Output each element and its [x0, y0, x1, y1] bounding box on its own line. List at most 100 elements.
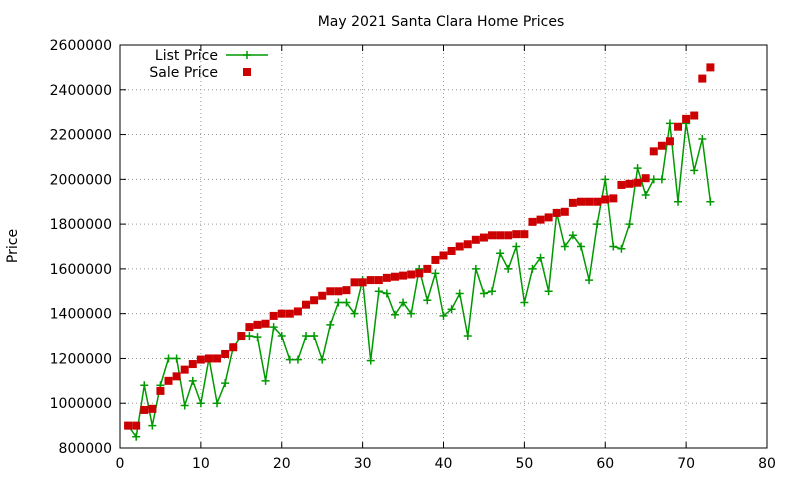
list-price-point: [568, 231, 577, 240]
sale-price-point: [407, 270, 416, 279]
sale-price-point: [140, 405, 149, 414]
sale-price-point: [318, 291, 327, 300]
sale-price-point: [536, 215, 545, 224]
sale-price-point: [512, 230, 521, 239]
list-price-point: [544, 287, 553, 296]
list-price-point: [706, 197, 715, 206]
sale-price-point: [326, 287, 335, 296]
y-tick-label: 800000: [59, 441, 112, 457]
list-price-point: [390, 310, 399, 319]
y-tick-label: 2600000: [50, 38, 112, 54]
list-price-point: [488, 287, 497, 296]
legend-plus-swatch: [243, 51, 251, 59]
list-price-point: [423, 296, 432, 305]
sale-price-point: [609, 194, 618, 203]
list-price-point: [261, 376, 270, 385]
sale-price-point: [447, 246, 456, 255]
y-axis-label: Price: [5, 229, 21, 263]
sale-price-point: [358, 278, 367, 287]
sale-price-point: [633, 178, 642, 187]
sale-price-point: [576, 197, 585, 206]
list-price-point: [649, 175, 658, 184]
sale-price-point: [399, 271, 408, 280]
x-tick-label: 0: [116, 456, 125, 472]
sale-price-point: [415, 269, 424, 278]
list-price-point: [431, 269, 440, 278]
sale-price-point: [601, 195, 610, 204]
list-price-point: [520, 298, 529, 307]
x-tick-label: 10: [192, 456, 210, 472]
sale-price-point: [382, 273, 391, 282]
list-price-point: [609, 242, 618, 251]
sale-price-point: [156, 386, 165, 395]
sale-price-point: [237, 332, 246, 341]
list-price-point: [560, 242, 569, 251]
list-price-point: [342, 298, 351, 307]
sale-price-point: [366, 276, 375, 285]
list-price-point: [665, 119, 674, 128]
list-price-point: [350, 309, 359, 318]
list-price-point: [479, 289, 488, 298]
list-price-line: [127, 123, 712, 439]
sale-price-point: [520, 230, 529, 239]
list-price-point: [439, 311, 448, 320]
y-tick-label: 1200000: [50, 351, 112, 367]
sale-price-point: [172, 372, 181, 381]
sale-price-point: [374, 276, 383, 285]
sale-price-point: [665, 137, 674, 146]
x-tick-label: 60: [596, 456, 614, 472]
sale-price-point: [488, 231, 497, 240]
sale-price-point: [496, 231, 505, 240]
sale-price-point: [657, 141, 666, 150]
list-price-point: [455, 289, 464, 298]
list-price-point: [528, 264, 537, 273]
list-price-point: [463, 332, 472, 341]
y-tick-label: 1000000: [50, 396, 112, 412]
sale-price-point: [528, 217, 537, 226]
sale-price-point: [277, 309, 286, 318]
list-price-point: [269, 323, 278, 332]
sale-price-point: [180, 365, 189, 374]
x-tick-label: 20: [273, 456, 291, 472]
list-price-point: [366, 356, 375, 365]
list-price-point: [253, 333, 262, 342]
list-price-point: [318, 355, 327, 364]
list-price-point: [585, 276, 594, 285]
list-price-point: [326, 320, 335, 329]
sale-price-point: [463, 240, 472, 249]
sale-price-point: [350, 278, 359, 287]
sale-price-point: [585, 197, 594, 206]
sale-price-point: [706, 63, 715, 72]
list-price-point: [633, 164, 642, 173]
series-sale-price: [124, 63, 715, 430]
sale-price-point: [423, 264, 432, 273]
list-price-point: [447, 305, 456, 314]
list-price-point: [140, 381, 149, 390]
sale-price-point: [690, 111, 699, 120]
sale-price-point: [310, 296, 319, 305]
list-price-point: [180, 401, 189, 410]
list-price-point: [196, 399, 205, 408]
list-price-point: [690, 166, 699, 175]
series-list-price: [124, 119, 715, 441]
sale-price-point: [649, 147, 658, 156]
axis-ticks: 0 10 20 30 40 50 60 70 80 800000 1000000 1200000 140…: [50, 38, 776, 472]
y-tick-label: 2000000: [50, 172, 112, 188]
sale-price-point: [593, 197, 602, 206]
x-tick-label: 50: [515, 456, 533, 472]
list-price-point: [576, 242, 585, 251]
sale-price-point: [617, 180, 626, 189]
x-tick-label: 30: [354, 456, 372, 472]
y-tick-label: 1600000: [50, 262, 112, 278]
list-price-point: [399, 298, 408, 307]
sale-price-point: [641, 174, 650, 183]
sale-price-point: [132, 421, 141, 430]
list-price-point: [310, 332, 319, 341]
sale-price-point: [674, 122, 683, 131]
sale-price-point: [204, 354, 213, 363]
sale-price-point: [253, 320, 262, 329]
x-tick-label: 40: [435, 456, 453, 472]
sale-price-point: [471, 235, 480, 244]
list-price-point: [245, 332, 254, 341]
